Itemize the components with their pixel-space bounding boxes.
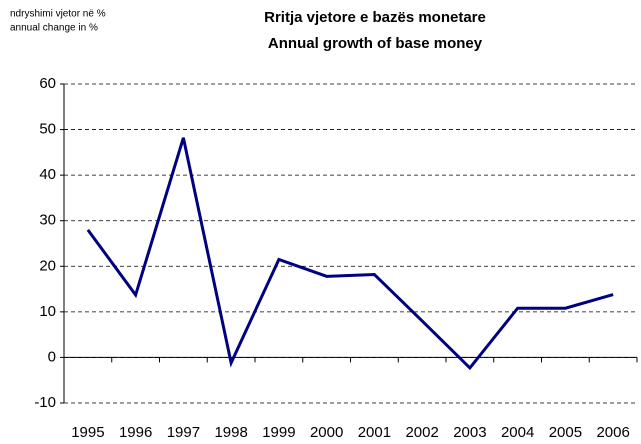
- x-tick-label: 2000: [310, 424, 343, 441]
- y-tick-label: 50: [39, 121, 56, 138]
- x-tick-label: 1997: [167, 424, 200, 441]
- y-tick-label: 20: [39, 257, 56, 274]
- y-tick-label: -10: [34, 394, 56, 411]
- chart-subtitle: Annual growth of base money: [268, 35, 483, 52]
- y-tick-label: 40: [39, 166, 56, 183]
- x-tick-label: 1995: [71, 424, 104, 441]
- x-tick-label: 2002: [405, 424, 438, 441]
- x-tick-label: 1998: [214, 424, 247, 441]
- line: [86, 137, 614, 371]
- x-tick-label: 1999: [262, 424, 295, 441]
- chart-title: Rritja vjetore e bazës monetare: [264, 9, 486, 26]
- y-axis-label: annual change in %: [10, 23, 98, 34]
- x-tick-label: 2001: [358, 424, 391, 441]
- x-tick-label: 1996: [119, 424, 152, 441]
- x-tick-label: 2006: [596, 424, 629, 441]
- y-axis-label: ndryshimi vjetor në %: [10, 9, 106, 20]
- y-tick-label: 60: [39, 75, 56, 92]
- x-tick-label: 2003: [453, 424, 486, 441]
- x-tick-label: 2005: [549, 424, 582, 441]
- y-tick-label: 30: [39, 212, 56, 229]
- y-tick-label: 0: [48, 348, 56, 365]
- x-tick-label: 2004: [501, 424, 534, 441]
- y-tick-label: 10: [39, 303, 56, 320]
